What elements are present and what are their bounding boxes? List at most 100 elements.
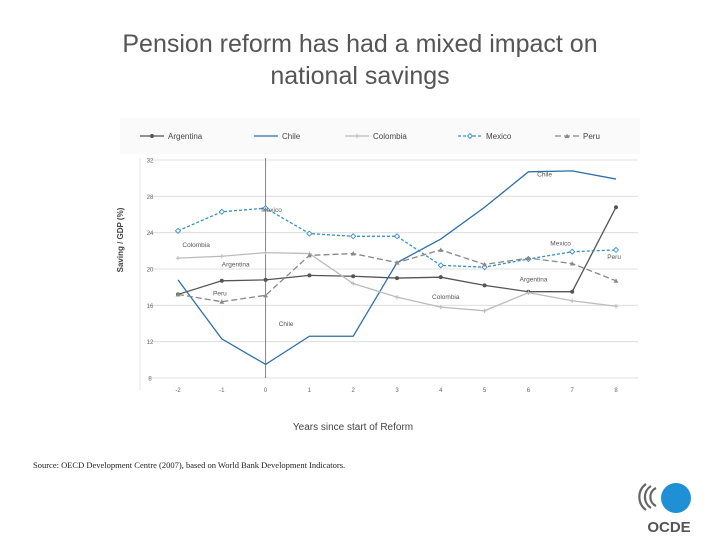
legend-panel [120, 118, 640, 154]
y-tick-label: 12 [147, 340, 154, 346]
legend-label: Colombia [373, 132, 407, 141]
data-point [612, 246, 620, 254]
data-point [307, 273, 312, 278]
chart-annotation: Chile [279, 321, 294, 328]
series-colombia [175, 250, 619, 313]
y-axis-title: Saving / GDP (%) [116, 207, 125, 272]
y-tick-label: 8 [148, 377, 152, 383]
x-tick-label: 0 [264, 388, 268, 394]
chart-annotation: Argentina [520, 277, 548, 284]
data-point [351, 274, 356, 279]
x-tick-label: 1 [308, 388, 312, 394]
data-point [393, 233, 401, 240]
slide-title: Pension reform has had a mixed impact on… [60, 28, 660, 92]
legend-item-mexico: Mexico [458, 132, 512, 141]
data-point [570, 298, 575, 303]
data-point [614, 205, 618, 210]
legend-item-colombia: Colombia [345, 132, 407, 141]
chart-annotation: Chile [537, 171, 552, 178]
x-tick-label: -1 [219, 388, 225, 394]
chart-annotation: Mexico [261, 207, 282, 214]
x-tick-label: 4 [439, 388, 443, 394]
data-point [437, 262, 444, 269]
data-point [350, 251, 356, 256]
chart-annotation: Argentina [222, 261, 250, 268]
y-tick-label: 32 [147, 159, 154, 165]
series-mexico [174, 205, 620, 271]
data-point [350, 233, 357, 240]
x-tick-label: -2 [175, 388, 181, 394]
chart-annotation: Peru [213, 290, 227, 297]
y-tick-label: 28 [147, 195, 154, 201]
series-line [177, 249, 617, 303]
data-point [395, 276, 399, 281]
legend-item-chile: Chile [254, 132, 301, 141]
chart-legend: Argentina Chile Colombia Mexico Peru [120, 118, 640, 154]
data-point [613, 304, 619, 309]
oecd-logo: OCDE [638, 483, 691, 536]
y-tick-label: 20 [147, 268, 154, 274]
slide-title-line1: Pension reform has had a mixed impact on [122, 30, 598, 58]
y-tick-label: 24 [147, 231, 154, 237]
data-point [438, 275, 443, 280]
data-point [570, 289, 575, 294]
oecd-logo-text: OCDE [647, 519, 690, 536]
data-point [262, 205, 269, 212]
x-tick-label: 8 [614, 388, 618, 394]
data-point [526, 290, 531, 295]
x-axis-title: Years since start of Reform [293, 422, 413, 433]
data-point [569, 261, 575, 266]
data-point [526, 255, 531, 261]
legend-label: Chile [282, 132, 301, 141]
legend-label: Mexico [486, 132, 512, 141]
x-tick-label: 7 [571, 388, 575, 394]
series-peru [175, 247, 619, 304]
x-tick-label: 3 [395, 388, 399, 394]
legend-item-argentina: Argentina [140, 132, 203, 141]
source-note: Source: OECD Development Centre (2007), … [33, 460, 346, 470]
chart-annotation: Colombia [432, 294, 460, 301]
legend-label: Peru [583, 132, 600, 141]
chart-annotations: Chile Mexico Colombia Argentina Peru Chile Col… [182, 171, 621, 328]
x-tick-label: 2 [352, 388, 356, 394]
data-point [150, 134, 154, 138]
data-point [175, 255, 181, 261]
data-point [263, 292, 268, 298]
data-point [482, 308, 487, 313]
data-point [466, 132, 474, 140]
slide-title-line2: national savings [270, 62, 450, 90]
chart-annotation: Mexico [550, 240, 571, 247]
data-point [263, 277, 268, 282]
data-point [354, 133, 360, 139]
data-point [174, 227, 182, 234]
x-tick-label: 5 [483, 388, 487, 394]
x-tick-label: 6 [527, 388, 531, 394]
y-tick-label: 16 [147, 304, 154, 310]
data-point [438, 304, 443, 310]
data-point [394, 294, 400, 300]
chart-annotation: Colombia [182, 242, 210, 249]
data-point [263, 250, 268, 255]
data-point [569, 248, 576, 255]
legend-item-peru: Peru [555, 132, 600, 141]
data-point [307, 252, 312, 258]
legend-label: Argentina [168, 132, 203, 141]
data-point [613, 278, 619, 283]
data-point [219, 278, 224, 283]
data-point [219, 299, 225, 304]
data-point [219, 254, 224, 259]
data-point [218, 208, 225, 215]
data-point [564, 133, 570, 138]
chart-series [174, 170, 620, 366]
data-point [175, 292, 181, 297]
series-argentina [176, 205, 618, 297]
data-point [306, 230, 313, 237]
data-point [482, 262, 487, 267]
data-point [482, 283, 487, 288]
data-point [394, 260, 400, 265]
chart-annotation: Peru [607, 254, 621, 261]
oecd-logo-mark-icon [638, 483, 691, 513]
data-point [351, 281, 356, 286]
